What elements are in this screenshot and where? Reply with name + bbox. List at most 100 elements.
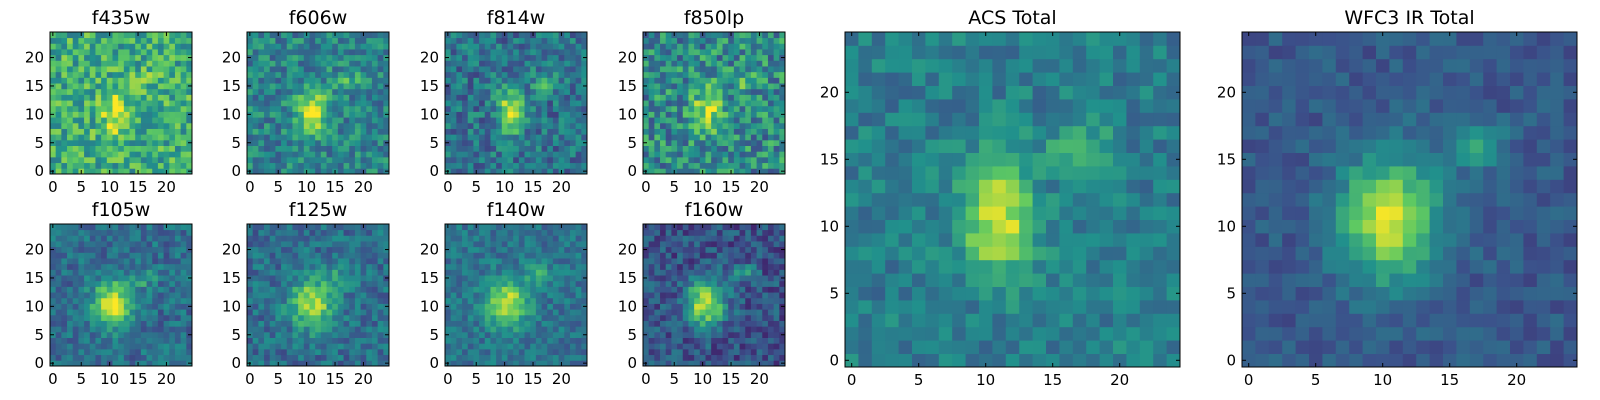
heatmap-cell <box>456 280 463 287</box>
heatmap-cell <box>722 162 729 169</box>
heatmap-cell <box>95 37 102 44</box>
heatmap-cell <box>129 128 136 135</box>
heatmap-cell <box>524 354 531 361</box>
heatmap-cell <box>298 117 305 124</box>
heatmap-cell <box>320 32 327 39</box>
heatmap-cell <box>507 66 514 73</box>
heatmap-cell <box>541 303 548 310</box>
heatmap-cell <box>507 134 514 141</box>
heatmap-cell <box>518 117 525 124</box>
heatmap-cell <box>484 60 491 67</box>
heatmap-cell <box>445 297 452 304</box>
heatmap-cell <box>286 88 293 95</box>
heatmap-cell <box>78 94 85 101</box>
heatmap-cell <box>67 117 74 124</box>
heatmap-cell <box>773 162 780 169</box>
heatmap-cell <box>101 134 108 141</box>
heatmap-cell <box>501 100 508 107</box>
heatmap-cell <box>146 134 153 141</box>
heatmap-cell <box>315 88 322 95</box>
heatmap-cell <box>309 128 316 135</box>
heatmap-cell <box>275 337 282 344</box>
heatmap-cell <box>518 105 525 112</box>
heatmap-cell <box>146 343 153 350</box>
heatmap-cell <box>106 151 113 158</box>
heatmap-cell <box>518 263 525 270</box>
heatmap-cell <box>337 49 344 56</box>
heatmap-cell <box>688 122 695 129</box>
heatmap-cell <box>366 83 373 90</box>
heatmap-cell <box>118 71 125 78</box>
heatmap-cell <box>67 258 74 265</box>
heatmap-cell <box>564 32 571 39</box>
heatmap-cell <box>722 122 729 129</box>
heatmap-cell <box>303 252 310 259</box>
heatmap-cell <box>112 77 119 84</box>
heatmap-cell <box>315 309 322 316</box>
heatmap-cell <box>174 263 182 270</box>
heatmap-cell <box>258 275 265 282</box>
heatmap-cell <box>169 145 176 152</box>
heatmap-cell <box>275 111 282 118</box>
heatmap-cell <box>135 246 142 253</box>
heatmap-cell <box>292 145 299 152</box>
heatmap-cell <box>581 122 588 129</box>
heatmap-cell <box>50 162 57 169</box>
heatmap-cell <box>169 32 176 39</box>
heatmap-cell <box>72 246 79 253</box>
heatmap-cell <box>129 105 136 112</box>
heatmap-cell <box>705 83 712 90</box>
heatmap-cell <box>484 303 491 310</box>
heatmap-cell <box>682 88 689 95</box>
heatmap-cell <box>564 122 571 129</box>
heatmap-cell <box>547 320 554 327</box>
heatmap-cell <box>728 66 735 73</box>
y-tick-label: 10 <box>618 105 637 123</box>
x-tick-label: 15 <box>325 178 344 196</box>
heatmap-cell <box>581 343 588 350</box>
heatmap-cell <box>462 49 469 56</box>
heatmap-cell <box>349 145 356 152</box>
heatmap-cell <box>518 258 525 265</box>
heatmap-cell <box>101 60 108 67</box>
heatmap-cell <box>275 71 282 78</box>
heatmap-cell <box>281 326 288 333</box>
x-tick-label: 10 <box>297 178 316 196</box>
heatmap-cell <box>264 337 271 344</box>
heatmap-cell <box>146 320 153 327</box>
heatmap-cell <box>445 94 452 101</box>
heatmap-cell <box>524 258 531 265</box>
heatmap-cell <box>152 303 159 310</box>
heatmap-cell <box>564 280 571 287</box>
heatmap-cell <box>174 54 182 61</box>
heatmap-cell <box>756 49 763 56</box>
heatmap-cell <box>558 66 565 73</box>
heatmap-cell <box>462 309 469 316</box>
heatmap-cell <box>67 54 74 61</box>
heatmap-cell <box>716 77 723 84</box>
heatmap-cell <box>366 168 373 175</box>
heatmap-cell <box>705 49 712 56</box>
heatmap-cell <box>95 337 102 344</box>
heatmap-cell <box>767 280 775 287</box>
heatmap-cell <box>530 100 537 107</box>
heatmap-cell <box>146 331 153 338</box>
heatmap-cell <box>337 128 344 135</box>
heatmap-cells <box>50 32 193 175</box>
heatmap-cell <box>377 100 384 107</box>
heatmap-cell <box>694 117 701 124</box>
heatmap-cell <box>467 139 474 146</box>
heatmap-cell <box>660 43 667 50</box>
heatmap-cell <box>552 117 559 124</box>
heatmap-cell <box>326 314 333 321</box>
heatmap-cell <box>89 54 96 61</box>
heatmap-cell <box>456 331 463 338</box>
heatmap-cell <box>315 258 322 265</box>
heatmap-cell <box>174 100 182 107</box>
heatmap-cell <box>72 94 79 101</box>
heatmap-cell <box>366 49 373 56</box>
heatmap-cell <box>140 303 147 310</box>
heatmap-cell <box>129 43 136 50</box>
heatmap-cell <box>558 100 565 107</box>
y-tick-label: 20 <box>25 241 44 259</box>
